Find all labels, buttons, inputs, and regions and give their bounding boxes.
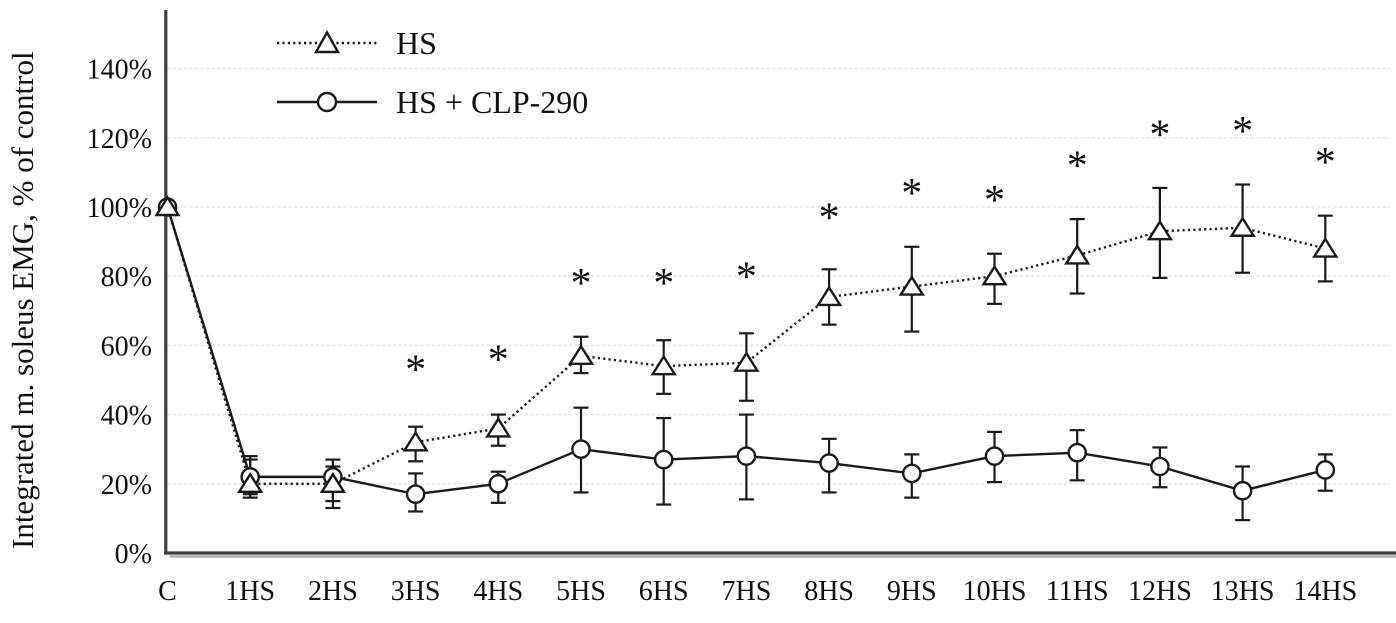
svg-text:*: * (1149, 112, 1170, 158)
svg-text:4HS: 4HS (473, 576, 523, 607)
svg-text:*: * (488, 337, 509, 383)
markers-hs-clp-290 (157, 197, 1336, 504)
svg-text:*: * (819, 195, 840, 241)
svg-text:14HS: 14HS (1293, 576, 1357, 607)
svg-text:9HS: 9HS (887, 576, 937, 607)
svg-text:140%: 140% (87, 55, 152, 86)
svg-text:13HS: 13HS (1211, 576, 1275, 607)
svg-text:11HS: 11HS (1046, 576, 1109, 607)
svg-text:*: * (984, 178, 1005, 224)
svg-text:*: * (653, 261, 674, 307)
markers-hs (154, 195, 1339, 493)
svg-text:0%: 0% (115, 539, 152, 570)
svg-text:8HS: 8HS (804, 576, 854, 607)
svg-text:C: C (158, 576, 177, 607)
svg-text:10HS: 10HS (963, 576, 1027, 607)
svg-text:80%: 80% (101, 262, 152, 293)
svg-text:2HS: 2HS (308, 576, 358, 607)
svg-text:20%: 20% (101, 470, 152, 501)
svg-text:3HS: 3HS (391, 576, 441, 607)
svg-text:40%: 40% (101, 401, 152, 432)
svg-text:6HS: 6HS (639, 576, 689, 607)
legend-label-hs-clp-290: HS + CLP-290 (396, 83, 589, 120)
svg-text:*: * (901, 171, 922, 217)
legend-item-hs: HS (274, 24, 588, 62)
svg-text:7HS: 7HS (722, 576, 772, 607)
svg-text:*: * (1232, 109, 1253, 155)
svg-text:*: * (405, 348, 426, 394)
svg-text:5HS: 5HS (556, 576, 606, 607)
gridlines (167, 67, 1390, 485)
axes (164, 10, 1396, 558)
svg-text:*: * (1315, 140, 1336, 186)
significance-asterisks: * * * * * * * * * * * * (405, 109, 1336, 394)
error-bars-hs-clp-290 (242, 406, 1333, 522)
legend-label-hs: HS (396, 24, 437, 61)
svg-text:100%: 100% (87, 193, 152, 224)
hs-dotted-triangle-key-icon (277, 30, 377, 54)
svg-text:*: * (736, 254, 757, 300)
svg-text:*: * (1067, 144, 1088, 190)
svg-text:*: * (571, 261, 592, 307)
x-axis-tick-labels: C 1HS 2HS 3HS 4HS 5HS 6HS 7HS 8HS 9HS 10HS 11HS 12HS… (158, 576, 1357, 607)
hs-clp-290-solid-circle-key-icon (277, 91, 377, 113)
svg-text:60%: 60% (101, 331, 152, 362)
svg-text:12HS: 12HS (1128, 576, 1192, 607)
svg-text:1HS: 1HS (225, 576, 275, 607)
y-axis-tick-labels: 0% 20% 40% 60% 80% 100% 120% 140% (87, 55, 152, 570)
legend: HS HS + CLP-290 (274, 24, 588, 121)
svg-text:120%: 120% (87, 124, 152, 155)
legend-item-hs-clp-290: HS + CLP-290 (274, 83, 588, 121)
